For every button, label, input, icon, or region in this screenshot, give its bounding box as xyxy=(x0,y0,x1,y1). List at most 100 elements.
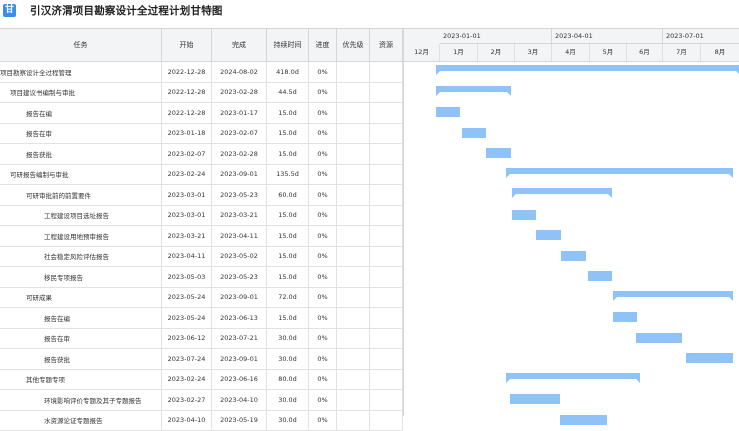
column-header-end[interactable]: 完成 xyxy=(212,29,267,61)
start-cell: 2023-04-11 xyxy=(162,247,212,267)
task-bar[interactable] xyxy=(636,333,682,343)
progress-cell: 0% xyxy=(309,370,337,390)
column-header-start[interactable]: 开始 xyxy=(162,29,212,61)
summary-bar[interactable] xyxy=(613,291,733,297)
task-bar[interactable] xyxy=(561,251,586,261)
task-bar[interactable] xyxy=(536,230,561,240)
title-bar: 甘 引汉济渭项目勘察设计全过程计划甘特图 xyxy=(0,0,739,20)
summary-bar[interactable] xyxy=(506,373,640,379)
progress-cell: 0% xyxy=(309,226,337,246)
priority-cell xyxy=(337,308,370,328)
end-cell: 2023-05-19 xyxy=(212,411,267,431)
start-cell: 2023-05-24 xyxy=(162,308,212,328)
column-header-task[interactable]: 任务 xyxy=(0,29,162,61)
task-cell: 报告在审 xyxy=(0,124,162,144)
task-cell: 报告在审 xyxy=(0,329,162,349)
month-header: 6月 xyxy=(627,44,663,61)
task-bar[interactable] xyxy=(462,128,486,138)
task-bar[interactable] xyxy=(560,415,607,425)
priority-cell xyxy=(337,83,370,103)
duration-cell: 30.0d xyxy=(267,411,309,431)
summary-bar[interactable] xyxy=(512,188,612,194)
start-cell: 2023-02-07 xyxy=(162,144,212,164)
column-header-priority[interactable]: 优先级 xyxy=(337,29,370,61)
task-bar[interactable] xyxy=(686,353,733,363)
priority-cell xyxy=(337,247,370,267)
task-cell: 报告在编 xyxy=(0,308,162,328)
start-cell: 2022-12-28 xyxy=(162,62,212,82)
resource-cell xyxy=(370,288,403,308)
task-bar[interactable] xyxy=(588,271,612,281)
progress-cell: 0% xyxy=(309,390,337,410)
start-cell: 2022-12-28 xyxy=(162,83,212,103)
end-cell: 2023-04-10 xyxy=(212,390,267,410)
progress-cell: 0% xyxy=(309,165,337,185)
summary-bar[interactable] xyxy=(506,168,733,174)
column-header-resource[interactable]: 资源 xyxy=(370,29,403,61)
summary-bar[interactable] xyxy=(436,86,511,92)
start-cell: 2022-12-28 xyxy=(162,103,212,123)
task-bar[interactable] xyxy=(510,394,560,404)
end-cell: 2023-05-02 xyxy=(212,247,267,267)
priority-cell xyxy=(337,390,370,410)
priority-cell xyxy=(337,288,370,308)
progress-cell: 0% xyxy=(309,411,337,431)
task-bar[interactable] xyxy=(436,107,460,117)
task-cell: 水资源论证专题报告 xyxy=(0,411,162,431)
resource-cell xyxy=(370,185,403,205)
task-cell: 移民专项报告 xyxy=(0,267,162,287)
start-cell: 2023-03-01 xyxy=(162,206,212,226)
task-cell: 工程建设项目选址报告 xyxy=(0,206,162,226)
resource-cell xyxy=(370,390,403,410)
end-cell: 2023-06-16 xyxy=(212,370,267,390)
task-cell: 环境影响评价专题及其子专题报告 xyxy=(0,390,162,410)
progress-cell: 0% xyxy=(309,329,337,349)
start-cell: 2023-01-18 xyxy=(162,124,212,144)
resource-cell xyxy=(370,349,403,369)
end-cell: 2023-01-17 xyxy=(212,103,267,123)
column-header-progress[interactable]: 进度 xyxy=(309,29,337,61)
priority-cell xyxy=(337,206,370,226)
resource-cell xyxy=(370,103,403,123)
task-bar[interactable] xyxy=(512,210,536,220)
grid-header: 任务 开始 完成 持续时间 进度 优先级 资源 xyxy=(0,29,403,62)
progress-cell: 0% xyxy=(309,288,337,308)
page-title: 引汉济渭项目勘察设计全过程计划甘特图 xyxy=(30,3,223,18)
start-cell: 2023-02-24 xyxy=(162,165,212,185)
task-bar[interactable] xyxy=(613,312,637,322)
quarter-header: 2023-04-01 xyxy=(552,29,663,44)
task-cell: 工程建设用地预审报告 xyxy=(0,226,162,246)
priority-cell xyxy=(337,185,370,205)
task-cell: 项目建议书编制与审批 xyxy=(0,83,162,103)
duration-cell: 44.5d xyxy=(267,83,309,103)
resource-cell xyxy=(370,329,403,349)
summary-bar[interactable] xyxy=(436,65,739,71)
priority-cell xyxy=(337,370,370,390)
priority-cell xyxy=(337,329,370,349)
app-logo-icon: 甘 xyxy=(3,4,16,17)
progress-cell: 0% xyxy=(309,349,337,369)
quarter-header: 2023-07-01 xyxy=(663,29,739,44)
column-header-duration[interactable]: 持续时间 xyxy=(267,29,309,61)
task-bar[interactable] xyxy=(486,148,511,158)
